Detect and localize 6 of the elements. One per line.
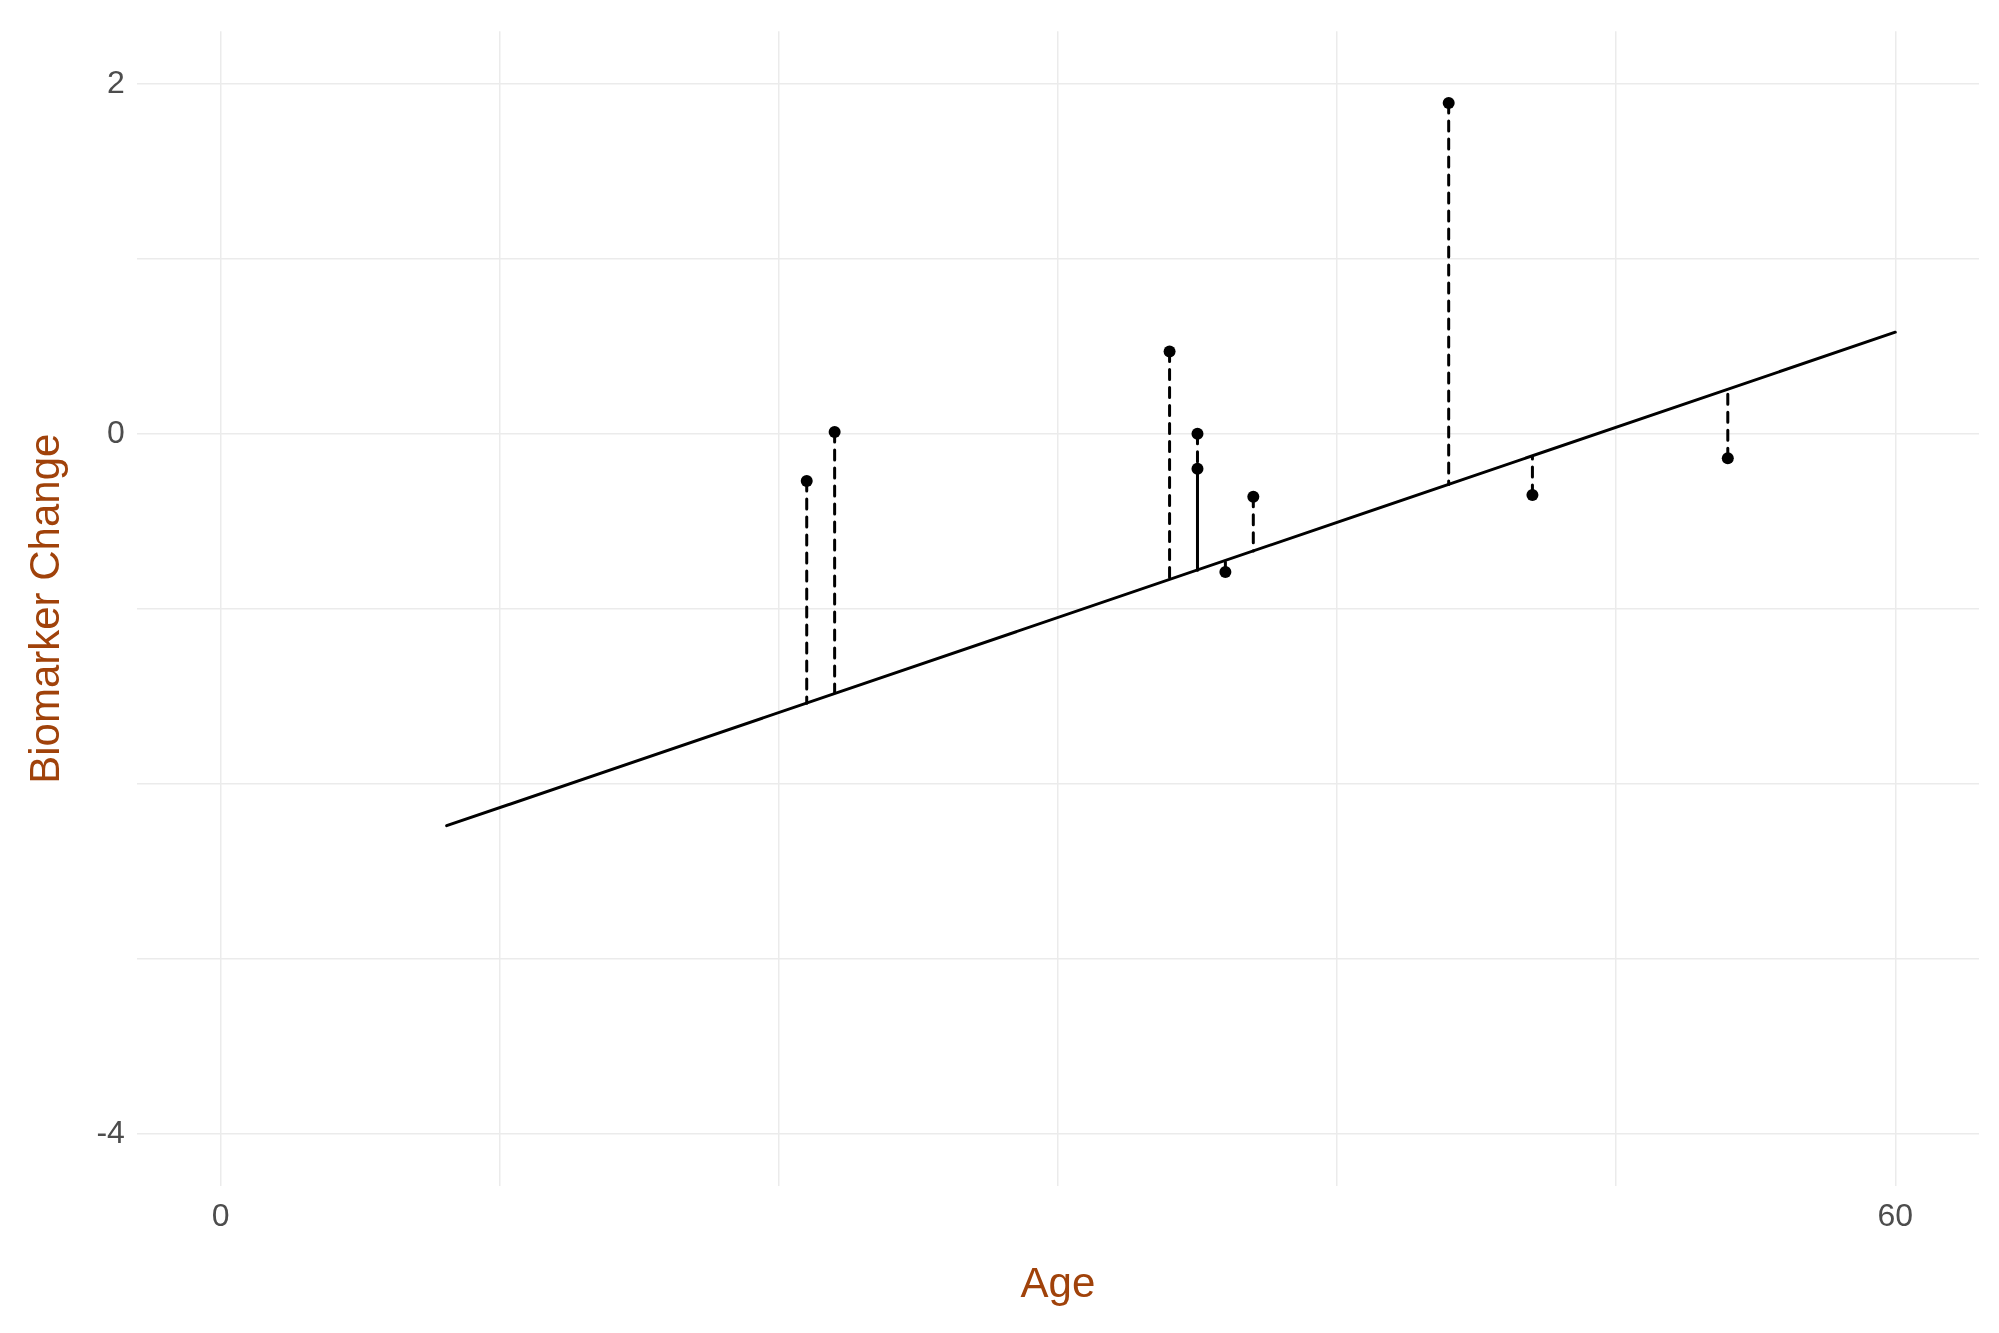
x-axis-title: Age	[1020, 1259, 1096, 1307]
x-tick-label: 60	[1877, 1197, 1914, 1234]
y-tick-label: -4	[96, 1113, 125, 1150]
y-tick-label: 0	[107, 413, 125, 450]
y-tick-label: 2	[107, 63, 125, 100]
y-axis-title: Biomarker Change	[20, 433, 68, 784]
